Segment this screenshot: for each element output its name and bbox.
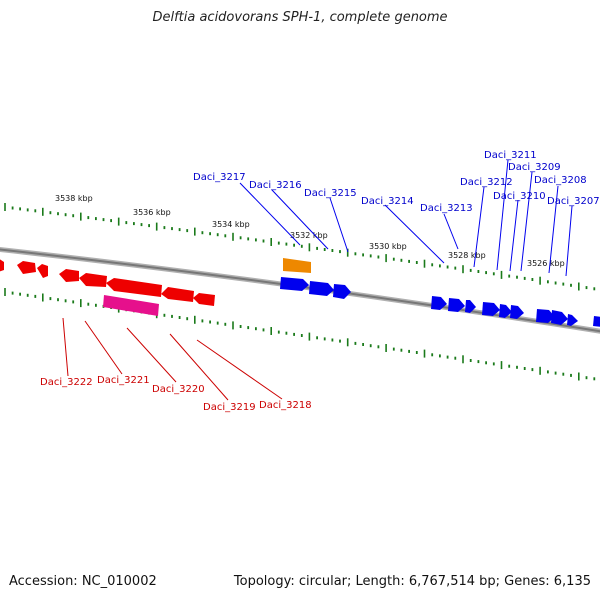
scale-ticks-outer (4, 203, 596, 291)
scale-label: 3532 kbp (290, 231, 328, 240)
gene-label[interactable]: Daci_3216 (249, 180, 302, 191)
gene-rna[interactable] (283, 258, 311, 273)
gene-arrow[interactable] (37, 264, 48, 278)
gene-arrow[interactable] (106, 278, 162, 297)
gene-arrow[interactable] (465, 300, 476, 313)
gene-label[interactable]: Daci_3221 (97, 375, 150, 386)
scale-labels: 3538 kbp 3536 kbp 3534 kbp 3532 kbp 3530… (55, 194, 565, 268)
gene-label[interactable]: Daci_3219 (203, 402, 256, 413)
reverse-strand-genes (0, 258, 215, 316)
gene-arrow[interactable] (59, 269, 79, 282)
gene-arrow[interactable] (551, 310, 568, 325)
scale-label: 3536 kbp (133, 208, 171, 217)
map-title: Delftia acidovorans SPH-1, complete geno… (152, 10, 448, 25)
gene-arrow[interactable] (161, 287, 194, 302)
gene-label[interactable]: Daci_3209 (508, 162, 561, 173)
gene-label[interactable]: Daci_3215 (304, 188, 357, 199)
gene-arrow[interactable] (567, 314, 578, 326)
gene-label[interactable]: Daci_3208 (534, 175, 587, 186)
gene-label[interactable]: Daci_3210 (493, 191, 546, 202)
reverse-leader-lines (62, 317, 283, 401)
gene-arrow[interactable] (280, 277, 309, 291)
gene-arrow[interactable] (431, 296, 447, 310)
gene-arrow[interactable] (309, 281, 334, 296)
gene-label[interactable]: Daci_3217 (193, 172, 246, 183)
gene-arrow[interactable] (510, 305, 524, 319)
gene-arrow[interactable] (482, 302, 500, 316)
gene-arrow[interactable] (17, 261, 36, 274)
scale-label: 3530 kbp (369, 242, 407, 251)
gene-label[interactable]: Daci_3212 (460, 177, 513, 188)
gene-arrow[interactable] (103, 295, 159, 316)
gene-arrow[interactable] (593, 316, 600, 327)
scale-ticks-inner (4, 288, 596, 381)
gene-arrow[interactable] (536, 309, 555, 323)
gene-arrow[interactable] (333, 284, 351, 299)
gene-label[interactable]: Daci_3213 (420, 203, 473, 214)
gene-label[interactable]: Daci_3222 (40, 377, 93, 388)
gene-arrow[interactable] (499, 304, 512, 318)
gene-arrow[interactable] (193, 293, 215, 306)
gene-label[interactable]: Daci_3211 (484, 150, 537, 161)
gene-arrow[interactable] (448, 298, 465, 312)
gene-label[interactable]: Daci_3218 (259, 400, 312, 411)
forward-gene-labels: Daci_3217 Daci_3216 Daci_3215 Daci_3214 … (193, 150, 600, 214)
scale-label: 3534 kbp (212, 220, 250, 229)
scale-label: 3528 kbp (448, 251, 486, 260)
gene-label[interactable]: Daci_3207 (547, 196, 600, 207)
forward-leader-lines (239, 159, 573, 277)
gene-arrow[interactable] (0, 258, 4, 272)
scale-label: 3538 kbp (55, 194, 93, 203)
accession-text: Accession: NC_010002 (9, 574, 157, 589)
gene-label[interactable]: Daci_3214 (361, 196, 414, 207)
scale-label: 3526 kbp (527, 259, 565, 268)
gene-label[interactable]: Daci_3220 (152, 384, 205, 395)
gene-arrow[interactable] (79, 273, 107, 287)
reverse-gene-labels: Daci_3222 Daci_3221 Daci_3220 Daci_3219 … (40, 375, 312, 413)
forward-strand-genes (280, 258, 600, 327)
topology-text: Topology: circular; Length: 6,767,514 bp… (233, 574, 591, 589)
